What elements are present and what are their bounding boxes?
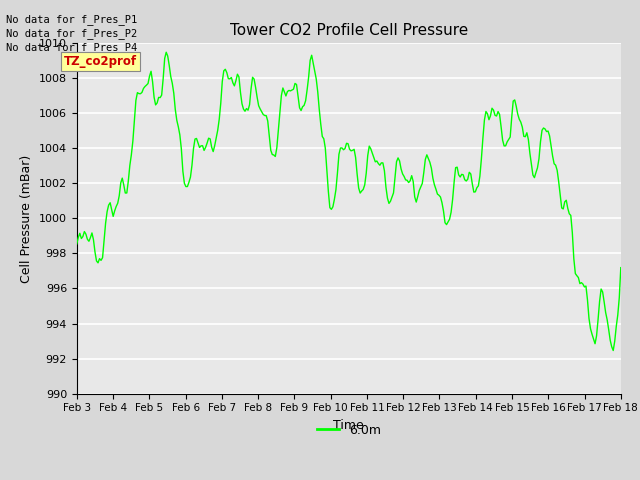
Title: Tower CO2 Profile Cell Pressure: Tower CO2 Profile Cell Pressure <box>230 23 468 38</box>
Text: No data for f_Pres_P2: No data for f_Pres_P2 <box>6 28 138 39</box>
Y-axis label: Cell Pressure (mBar): Cell Pressure (mBar) <box>20 154 33 283</box>
X-axis label: Time: Time <box>333 419 364 432</box>
Text: TZ_co2prof: TZ_co2prof <box>64 55 137 68</box>
Text: No data for f_Pres_P4: No data for f_Pres_P4 <box>6 42 138 53</box>
Legend: 6.0m: 6.0m <box>312 419 386 442</box>
Text: No data for f_Pres_P1: No data for f_Pres_P1 <box>6 13 138 24</box>
